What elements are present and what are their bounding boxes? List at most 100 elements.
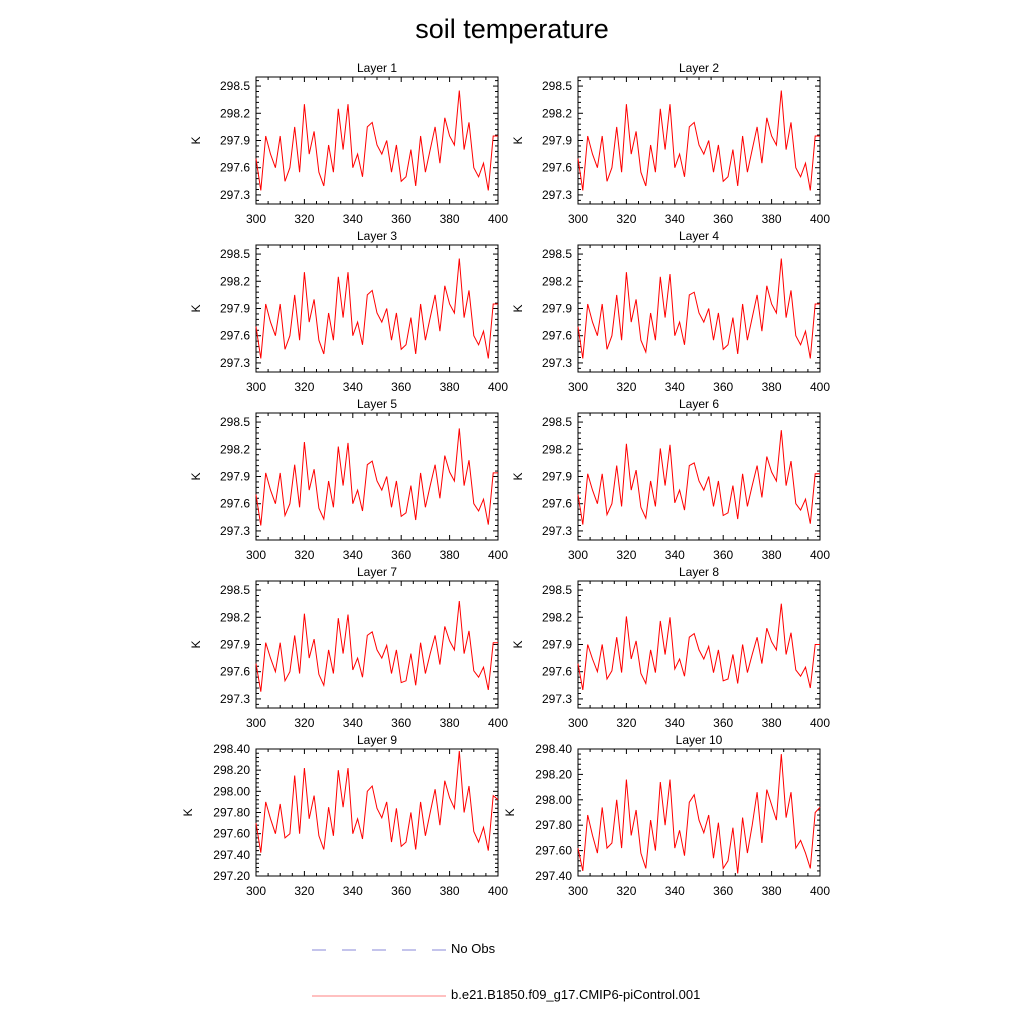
x-tick-label: 400 — [488, 212, 508, 226]
y-tick-label: 298.2 — [220, 442, 250, 456]
x-tick-label: 380 — [762, 716, 782, 730]
series-line — [255, 90, 498, 191]
x-tick-label: 380 — [762, 380, 782, 394]
x-tick-label: 300 — [246, 212, 266, 226]
x-tick-label: 340 — [343, 884, 363, 898]
y-tick-label: 298.20 — [213, 763, 250, 777]
panel-1 — [255, 76, 499, 205]
x-tick-label: 320 — [616, 716, 636, 730]
x-tick-label: 340 — [665, 548, 685, 562]
panel-title: Layer 2 — [679, 61, 719, 75]
x-tick-label: 320 — [616, 380, 636, 394]
x-tick-label: 300 — [568, 548, 588, 562]
y-tick-label: 297.3 — [542, 356, 572, 370]
y-tick-label: 298.00 — [535, 793, 572, 807]
y-tick-label: 298.5 — [220, 79, 250, 93]
x-tick-label: 360 — [713, 548, 733, 562]
series-line — [577, 754, 821, 874]
y-tick-label: 297.3 — [542, 188, 572, 202]
x-tick-label: 380 — [440, 212, 460, 226]
y-tick-label: 297.3 — [220, 188, 250, 202]
panel-title: Layer 5 — [357, 397, 397, 411]
y-tick-label: 297.6 — [542, 329, 572, 343]
y-axis-label: K — [511, 136, 525, 144]
x-tick-label: 340 — [665, 380, 685, 394]
panel-title: Layer 10 — [676, 733, 723, 747]
y-tick-label: 297.60 — [213, 827, 250, 841]
y-axis-label: K — [189, 304, 203, 312]
y-tick-label: 297.3 — [220, 692, 250, 706]
legend-label-model: b.e21.B1850.f09_g17.CMIP6-piControl.001 — [451, 987, 701, 1002]
x-tick-label: 300 — [246, 380, 266, 394]
x-tick-label: 320 — [616, 884, 636, 898]
y-tick-label: 298.5 — [220, 247, 250, 261]
x-tick-label: 380 — [762, 212, 782, 226]
y-tick-label: 297.9 — [220, 134, 250, 148]
panel-title: Layer 4 — [679, 229, 719, 243]
x-tick-label: 400 — [810, 380, 830, 394]
panel-title: Layer 3 — [357, 229, 397, 243]
y-tick-label: 297.9 — [542, 134, 572, 148]
y-tick-label: 298.2 — [220, 106, 250, 120]
y-tick-label: 298.5 — [542, 415, 572, 429]
x-tick-label: 380 — [440, 716, 460, 730]
y-tick-label: 298.2 — [542, 106, 572, 120]
y-tick-label: 297.6 — [220, 329, 250, 343]
x-tick-label: 400 — [488, 716, 508, 730]
x-tick-label: 300 — [568, 212, 588, 226]
x-tick-label: 400 — [810, 884, 830, 898]
x-tick-label: 360 — [713, 380, 733, 394]
series-line — [577, 258, 820, 359]
x-tick-label: 340 — [343, 716, 363, 730]
panel-7 — [255, 580, 499, 709]
y-tick-label: 297.9 — [220, 638, 250, 652]
y-tick-label: 297.3 — [220, 356, 250, 370]
panel-5 — [255, 412, 499, 541]
y-tick-label: 298.2 — [542, 274, 572, 288]
panel-3 — [255, 244, 499, 373]
x-tick-label: 320 — [294, 212, 314, 226]
x-tick-label: 340 — [343, 212, 363, 226]
x-tick-label: 300 — [568, 884, 588, 898]
y-axis-label: K — [511, 640, 525, 648]
x-tick-label: 400 — [810, 212, 830, 226]
y-tick-label: 298.00 — [213, 784, 250, 798]
y-tick-label: 298.40 — [213, 742, 250, 756]
y-tick-label: 298.2 — [542, 610, 572, 624]
panel-9 — [255, 748, 499, 877]
x-tick-label: 380 — [762, 548, 782, 562]
y-tick-label: 297.9 — [220, 470, 250, 484]
x-tick-label: 360 — [713, 716, 733, 730]
panel-2 — [577, 76, 821, 205]
y-tick-label: 298.40 — [535, 742, 572, 756]
x-tick-label: 380 — [440, 548, 460, 562]
x-tick-label: 320 — [616, 548, 636, 562]
y-tick-label: 297.6 — [220, 497, 250, 511]
y-tick-label: 297.6 — [220, 665, 250, 679]
x-tick-label: 380 — [440, 380, 460, 394]
legend-label-no-obs: No Obs — [451, 941, 496, 956]
y-tick-label: 297.9 — [542, 638, 572, 652]
series-line — [577, 603, 820, 690]
y-tick-label: 298.2 — [220, 610, 250, 624]
y-tick-label: 297.3 — [542, 692, 572, 706]
x-tick-label: 320 — [294, 884, 314, 898]
series-line — [255, 428, 498, 526]
y-axis-label: K — [511, 304, 525, 312]
panel-4 — [577, 244, 821, 373]
x-tick-label: 400 — [488, 548, 508, 562]
panel-title: Layer 8 — [679, 565, 719, 579]
y-tick-label: 297.40 — [213, 848, 250, 862]
y-axis-label: K — [181, 808, 195, 816]
y-tick-label: 297.20 — [213, 869, 250, 883]
x-tick-label: 400 — [488, 884, 508, 898]
x-tick-label: 400 — [810, 716, 830, 730]
chart-title: soil temperature — [415, 14, 609, 44]
panel-title: Layer 7 — [357, 565, 397, 579]
panel-title: Layer 9 — [357, 733, 397, 747]
y-axis-label: K — [503, 808, 517, 816]
x-tick-label: 340 — [343, 380, 363, 394]
y-tick-label: 297.9 — [542, 470, 572, 484]
x-tick-label: 360 — [391, 212, 411, 226]
